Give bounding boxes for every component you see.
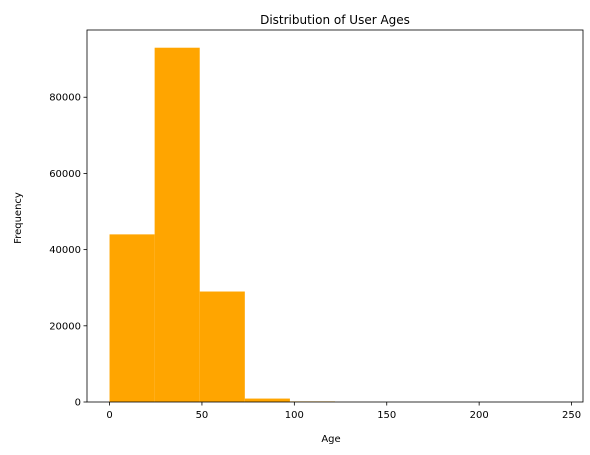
y-tick-label: 80000 [49,93,81,104]
x-tick-label: 250 [562,410,581,421]
histogram-bar-2 [199,291,245,402]
y-axis-label: Frequency [13,192,24,244]
x-axis-label: Age [321,434,340,445]
y-axis-ticks: 0 20000 40000 60000 80000 [49,93,87,409]
x-tick-label: 50 [196,410,209,421]
chart-title: Distribution of User Ages [260,13,410,27]
histogram-bar-1 [154,47,200,402]
x-tick-label: 0 [106,410,112,421]
y-tick-label: 0 [75,398,81,409]
x-tick-label: 200 [470,410,489,421]
bars-group [109,47,561,402]
x-tick-label: 100 [285,410,304,421]
plot-frame [86,29,584,403]
histogram-bar-3 [244,398,290,402]
y-tick-label: 60000 [49,169,81,180]
y-tick-label: 20000 [49,321,81,332]
x-tick-label: 150 [377,410,396,421]
histogram-bar-0 [109,234,155,402]
y-tick-label: 40000 [49,245,81,256]
x-axis-ticks: 0 50 100 150 200 250 [106,402,581,421]
